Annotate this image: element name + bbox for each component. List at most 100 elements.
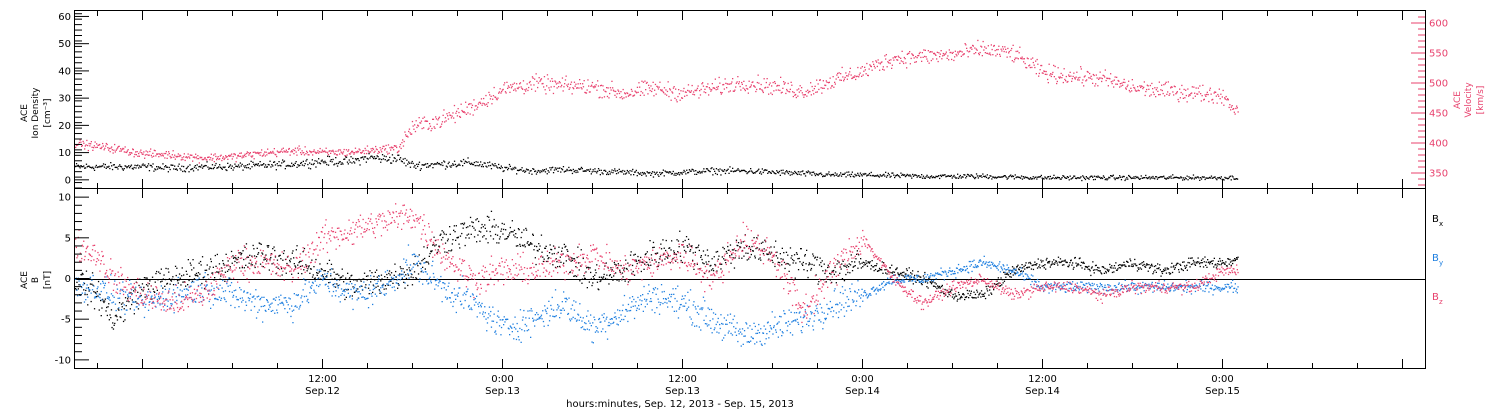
velocity-series-point xyxy=(230,155,232,157)
bx-series-point xyxy=(1118,267,1120,269)
bx-series-point xyxy=(619,269,621,271)
bx-series-point xyxy=(932,281,934,283)
density-series-point xyxy=(798,173,800,175)
bx-series-point xyxy=(596,264,598,266)
density-series-point xyxy=(795,172,798,175)
density-series-point xyxy=(86,166,88,168)
bx-series-point xyxy=(1059,261,1061,264)
bx-series-point xyxy=(100,315,102,317)
bx-series-point xyxy=(130,292,132,294)
bx-series-point xyxy=(622,276,624,278)
bx-series-point xyxy=(639,261,641,263)
density-series-point xyxy=(867,174,869,176)
bx-series-point xyxy=(381,278,383,280)
bx-series-point xyxy=(486,230,488,232)
density-series-point xyxy=(253,163,255,165)
bx-series-point xyxy=(415,278,418,280)
density-series-point xyxy=(1098,176,1100,178)
bx-series-point xyxy=(1047,262,1049,264)
density-series-point xyxy=(840,175,843,177)
bx-series-point xyxy=(1082,261,1085,263)
bx-series-point xyxy=(546,255,549,257)
by-series-point xyxy=(123,304,125,306)
bx-series-point xyxy=(1225,261,1227,263)
velocity-series-point xyxy=(396,146,398,149)
velocity-series-point xyxy=(865,73,867,75)
density-series-point xyxy=(1189,177,1191,179)
density-series-point xyxy=(368,153,370,155)
velocity-series-point xyxy=(452,112,454,114)
velocity-axis-unit: [km/s] xyxy=(1476,86,1486,115)
velocity-series-point xyxy=(243,156,245,158)
density-series-point xyxy=(331,161,333,163)
velocity-series-point xyxy=(845,72,847,74)
velocity-series-point xyxy=(496,99,498,101)
density-series-point xyxy=(846,171,848,173)
density-series-point xyxy=(404,157,406,160)
bx-series-point xyxy=(385,288,387,290)
density-series-point xyxy=(420,168,422,170)
density-series-point xyxy=(1052,177,1054,179)
velocity-series-point xyxy=(201,156,203,159)
density-series-point xyxy=(877,175,880,177)
bx-series-point xyxy=(275,273,277,275)
velocity-series-point xyxy=(1021,56,1023,58)
bx-series-point xyxy=(440,233,442,235)
velocity-series-point xyxy=(232,155,234,158)
bx-series-point xyxy=(873,270,875,272)
bottom-panel-data xyxy=(75,203,1239,347)
velocity-series-point xyxy=(435,116,437,118)
velocity-series-point xyxy=(402,145,405,147)
bx-series-point xyxy=(147,288,150,290)
bx-series-point xyxy=(1089,270,1091,272)
density-series-point xyxy=(714,172,717,175)
bx-series-point xyxy=(1229,258,1231,261)
bx-series-point xyxy=(463,223,465,226)
density-series-point xyxy=(271,164,273,166)
velocity-series-point xyxy=(490,95,492,97)
bx-series-point xyxy=(320,278,322,280)
density-series-point xyxy=(1000,176,1002,178)
bx-series-point xyxy=(528,244,530,246)
density-series-point xyxy=(230,167,232,169)
bx-series-point xyxy=(724,259,726,261)
by-series-point xyxy=(171,303,173,305)
bx-series-point xyxy=(143,286,145,288)
bx-series-point xyxy=(154,281,156,283)
bx-series-point xyxy=(971,296,973,298)
velocity-series-point xyxy=(276,150,278,152)
velocity-series-point xyxy=(839,79,841,81)
by-series-point xyxy=(96,288,98,290)
velocity-series-point xyxy=(591,81,594,84)
bx-series-point xyxy=(367,287,370,289)
density-series-point xyxy=(474,165,476,167)
bx-series-point xyxy=(951,296,954,298)
velocity-series-point xyxy=(843,78,845,80)
bx-series-point xyxy=(1236,258,1238,260)
bx-series-point xyxy=(1159,264,1161,266)
velocity-series-point xyxy=(360,152,363,154)
bx-series-point xyxy=(1142,264,1144,267)
bx-series-point xyxy=(417,265,419,267)
bx-series-point xyxy=(915,281,917,283)
density-series-point xyxy=(208,168,210,170)
velocity-series-point xyxy=(141,153,143,155)
velocity-series-point xyxy=(468,103,471,105)
density-series-point xyxy=(459,164,461,166)
velocity-series-point xyxy=(1094,85,1096,87)
density-series-point xyxy=(731,170,733,172)
velocity-series-point xyxy=(936,58,938,60)
bx-series-point xyxy=(422,258,424,261)
density-series-point xyxy=(293,164,295,167)
velocity-series-point xyxy=(991,48,993,51)
bx-series-point xyxy=(165,267,167,270)
velocity-series-point xyxy=(1122,81,1124,83)
velocity-series-point xyxy=(903,62,905,65)
density-series-point xyxy=(601,172,603,174)
velocity-series-point xyxy=(1135,90,1137,92)
bx-series-point xyxy=(668,247,670,249)
bx-series-point xyxy=(864,263,867,266)
velocity-series-point xyxy=(1132,84,1134,86)
bx-series-point xyxy=(285,272,287,274)
velocity-series-point xyxy=(312,150,315,153)
